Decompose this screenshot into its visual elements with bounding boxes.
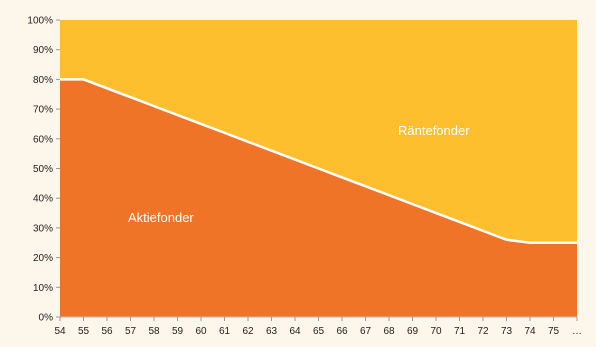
y-tick-label: 0% — [39, 313, 54, 324]
x-tick-label: 67 — [360, 326, 372, 337]
area-aktiefonder — [60, 79, 577, 318]
x-tick-label: 61 — [219, 326, 231, 337]
series-label-rantefonder: Räntefonder — [398, 123, 470, 138]
x-tick-label: 66 — [336, 326, 348, 337]
x-tick-label: 55 — [78, 326, 90, 337]
x-tick-label: 57 — [125, 326, 137, 337]
area-series-group — [60, 20, 577, 318]
series-label-aktiefonder: Aktiefonder — [128, 210, 194, 225]
y-tick-label: 30% — [33, 223, 53, 234]
x-tick-label: 73 — [501, 326, 513, 337]
x-tick-label: 74 — [524, 326, 536, 337]
x-tick-label: 70 — [430, 326, 442, 337]
x-tick-label: 65 — [313, 326, 325, 337]
y-tick-label: 90% — [33, 45, 53, 56]
x-tick-label: … — [572, 326, 582, 337]
y-axis-ticks: 0% 10% 20% 30% 40% 50% 60% 70% 80% 90% 100% — [27, 16, 60, 324]
x-tick-label: 58 — [148, 326, 160, 337]
y-tick-label: 60% — [33, 134, 53, 145]
series-boundary-line — [60, 78, 577, 244]
y-tick-label: 70% — [33, 105, 53, 116]
area-rantefonder — [60, 20, 577, 243]
x-tick-label: 71 — [454, 326, 466, 337]
y-tick-label: 80% — [33, 75, 53, 86]
y-tick-label: 100% — [27, 16, 53, 27]
x-tick-label: 68 — [383, 326, 395, 337]
x-tick-label: 59 — [172, 326, 184, 337]
x-axis-ticks: 54 55 56 57 58 59 60 61 62 63 64 65 66 67 68 69 70 71 72 73… — [54, 317, 582, 337]
y-tick-label: 50% — [33, 164, 53, 175]
x-tick-label: 62 — [242, 326, 254, 337]
y-tick-label: 20% — [33, 253, 53, 264]
x-tick-label: 63 — [266, 326, 278, 337]
x-tick-label: 54 — [54, 326, 66, 337]
x-tick-label: 75 — [548, 326, 560, 337]
x-tick-label: 69 — [407, 326, 419, 337]
x-tick-label: 72 — [477, 326, 489, 337]
x-tick-label: 64 — [289, 326, 301, 337]
x-tick-label: 56 — [101, 326, 113, 337]
x-tick-label: 60 — [195, 326, 207, 337]
y-tick-label: 10% — [33, 283, 53, 294]
y-tick-label: 40% — [33, 194, 53, 205]
